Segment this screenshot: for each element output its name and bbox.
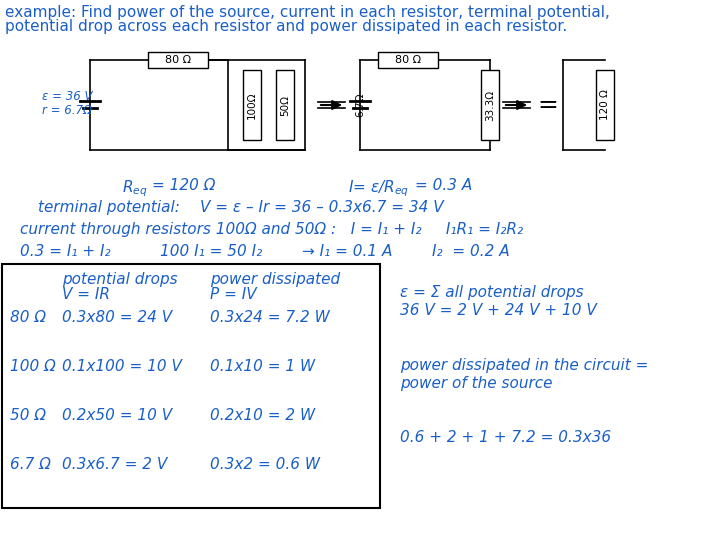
Text: 0.3x80 = 24 V: 0.3x80 = 24 V (62, 310, 172, 325)
Text: = 0.3 A: = 0.3 A (415, 178, 472, 193)
Text: example: Find power of the source, current in each resistor, terminal potential,: example: Find power of the source, curre… (5, 5, 610, 20)
Text: P = IV: P = IV (210, 287, 256, 302)
Text: 0.3x2 = 0.6 W: 0.3x2 = 0.6 W (210, 457, 320, 472)
Text: 0.1x100 = 10 V: 0.1x100 = 10 V (62, 359, 182, 374)
Bar (148, 52, 208, 68)
Text: 120 Ω: 120 Ω (600, 90, 610, 120)
Text: potential drops: potential drops (62, 272, 178, 287)
Text: =: = (538, 93, 559, 117)
Text: 0.2x10 = 2 W: 0.2x10 = 2 W (210, 408, 315, 423)
Text: V = IR: V = IR (62, 287, 110, 302)
Text: potential drop across each resistor and power dissipated in each resistor.: potential drop across each resistor and … (5, 19, 567, 34)
Text: 100 I₁ = 50 I₂: 100 I₁ = 50 I₂ (160, 244, 262, 259)
Text: ε = 36 V: ε = 36 V (42, 91, 92, 104)
Text: r = 6.7Ω: r = 6.7Ω (42, 105, 92, 118)
Text: power dissipated in the circuit =: power dissipated in the circuit = (400, 358, 649, 373)
Text: 6.7 Ω: 6.7 Ω (10, 457, 51, 472)
Text: = 120 Ω: = 120 Ω (152, 178, 215, 193)
Text: 50Ω: 50Ω (280, 94, 290, 116)
Bar (481, 70, 499, 140)
Text: current through resistors 100Ω and 50Ω :   I = I₁ + I₂     I₁R₁ = I₂R₂: current through resistors 100Ω and 50Ω :… (20, 222, 523, 237)
Text: 0.6 + 2 + 1 + 7.2 = 0.3x36: 0.6 + 2 + 1 + 7.2 = 0.3x36 (400, 430, 611, 445)
Text: 36 V = 2 V + 24 V + 10 V: 36 V = 2 V + 24 V + 10 V (400, 303, 597, 318)
Bar (276, 70, 294, 140)
Text: 0.3 = I₁ + I₂: 0.3 = I₁ + I₂ (20, 244, 111, 259)
Text: power dissipated: power dissipated (210, 272, 340, 287)
Text: V = ε – Ir = 36 – 0.3x6.7 = 34 V: V = ε – Ir = 36 – 0.3x6.7 = 34 V (200, 200, 444, 215)
Text: terminal potential:: terminal potential: (38, 200, 180, 215)
Text: 0.1x10 = 1 W: 0.1x10 = 1 W (210, 359, 315, 374)
Text: 33.3Ω: 33.3Ω (485, 90, 495, 120)
Text: 80 Ω: 80 Ω (395, 55, 421, 65)
Text: 6.7Ω: 6.7Ω (355, 93, 365, 117)
Text: power of the source: power of the source (400, 376, 552, 391)
Text: 100 Ω: 100 Ω (10, 359, 55, 374)
Bar (2, 264, 380, 508)
Bar (243, 70, 261, 140)
Bar (378, 52, 438, 68)
Text: → I₁ = 0.1 A: → I₁ = 0.1 A (302, 244, 392, 259)
Bar (596, 70, 614, 140)
Text: 100Ω: 100Ω (247, 91, 257, 119)
Text: 0.3x24 = 7.2 W: 0.3x24 = 7.2 W (210, 310, 330, 325)
Text: 50 Ω: 50 Ω (10, 408, 46, 423)
Text: I₂  = 0.2 A: I₂ = 0.2 A (432, 244, 510, 259)
Text: ε = Σ all potential drops: ε = Σ all potential drops (400, 285, 584, 300)
Text: 80 Ω: 80 Ω (10, 310, 46, 325)
Text: $I$= ε/$R_{eq}$: $I$= ε/$R_{eq}$ (348, 178, 409, 199)
Text: 0.2x50 = 10 V: 0.2x50 = 10 V (62, 408, 172, 423)
Text: $R_{eq}$: $R_{eq}$ (122, 178, 148, 199)
Text: 80 Ω: 80 Ω (165, 55, 191, 65)
Text: 0.3x6.7 = 2 V: 0.3x6.7 = 2 V (62, 457, 167, 472)
